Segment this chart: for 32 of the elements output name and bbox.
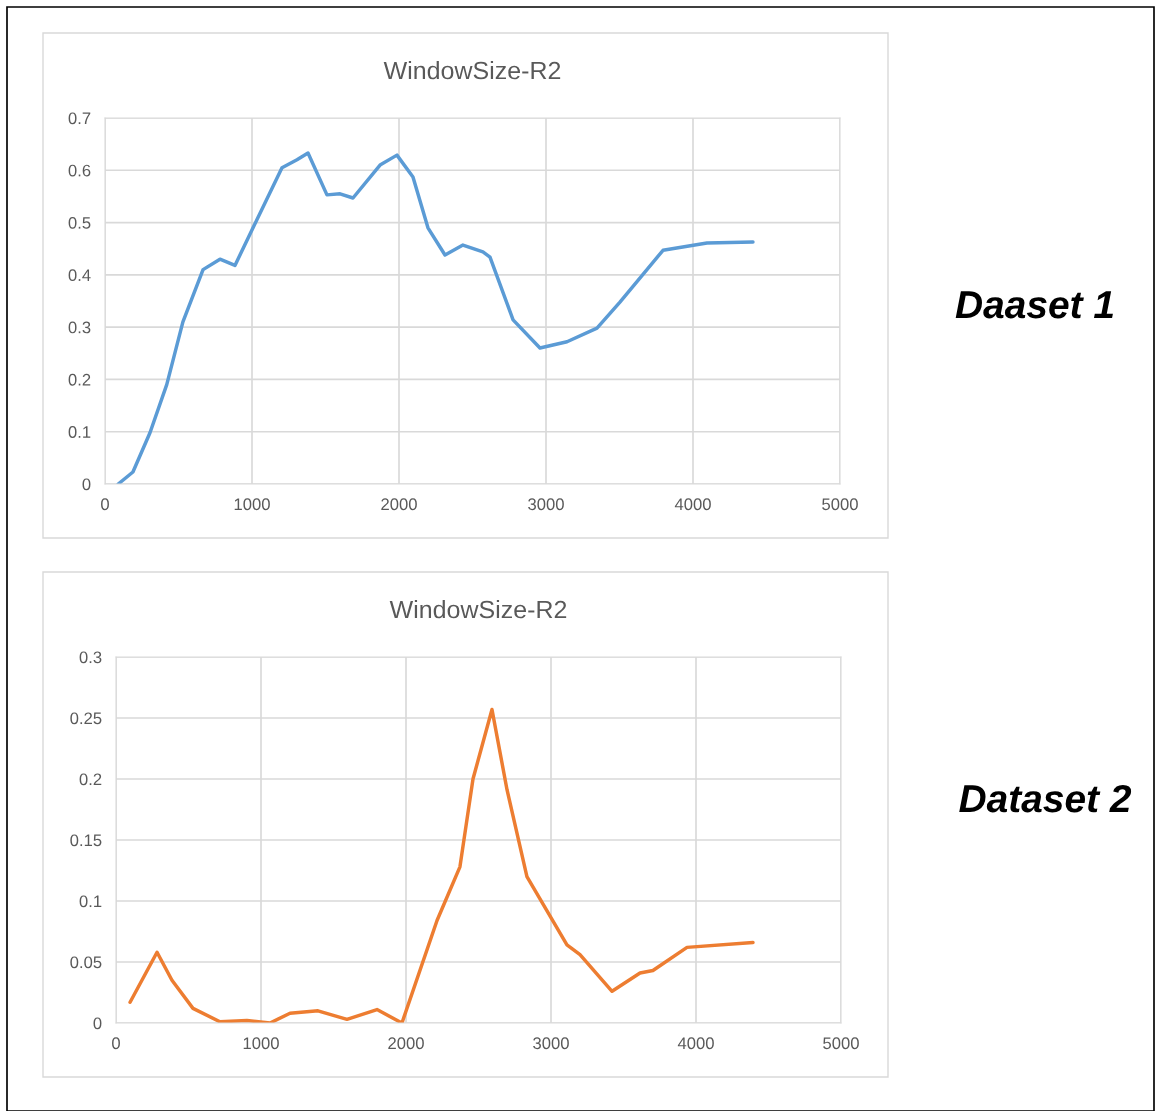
y-tick-label: 0.1 <box>68 426 91 438</box>
y-tick-label: 0.05 <box>70 956 102 969</box>
y-tick-label: 0.2 <box>68 373 91 386</box>
x-tick-label: 5000 <box>822 498 858 511</box>
y-tick-label: 0.3 <box>79 651 102 664</box>
chart-title: WindowSize-R2 <box>389 599 567 619</box>
x-tick-label: 0 <box>112 1037 120 1050</box>
text: Daaset 1 <box>955 291 1113 319</box>
x-tick-label: 1000 <box>243 1037 279 1050</box>
x-tick-label: 5000 <box>823 1037 859 1050</box>
y-tick-label: 0.7 <box>68 112 91 125</box>
x-tick-label: 1000 <box>234 498 270 511</box>
chart-title: WindowSize-R2 <box>383 60 561 80</box>
x-tick-label: 4000 <box>674 498 711 511</box>
x-tick-label: 3000 <box>533 1037 569 1050</box>
y-tick-label: 0 <box>82 478 91 491</box>
y-tick-label: 0.25 <box>70 712 102 725</box>
y-tick-label: 0.15 <box>70 834 102 847</box>
y-tick-label: 0.5 <box>68 216 91 229</box>
y-tick-label: 0.3 <box>68 321 91 334</box>
x-tick-label: 3000 <box>528 498 564 511</box>
x-tick-label: 4000 <box>677 1037 714 1050</box>
line-series <box>116 151 755 484</box>
y-tick-label: 0.2 <box>79 773 102 786</box>
text: Dataset 2 <box>959 784 1132 813</box>
y-tick-label: 0.1 <box>79 895 102 908</box>
x-tick-label: 2000 <box>381 498 417 511</box>
y-tick-label: 0.6 <box>68 164 91 177</box>
line-series <box>128 707 755 1023</box>
y-tick-label: 0.4 <box>68 269 91 282</box>
x-tick-label: 2000 <box>388 1037 424 1050</box>
y-tick-label: 0 <box>93 1017 102 1030</box>
